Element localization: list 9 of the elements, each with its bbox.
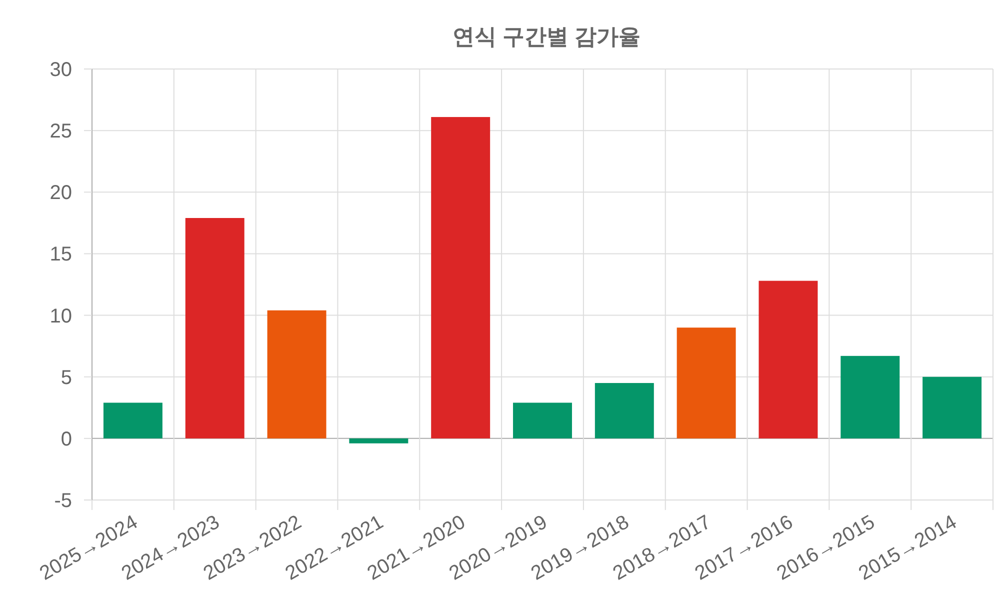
y-tick-label: 30	[50, 59, 72, 81]
y-tick-label: -5	[54, 490, 72, 512]
y-tick-label: 15	[50, 244, 72, 266]
y-tick-label: 25	[50, 120, 72, 143]
y-tick-label: 20	[50, 182, 72, 204]
y-tick-label: 0	[60, 428, 72, 450]
y-tick-label: 5	[60, 366, 72, 389]
y-tick-label: 10	[50, 305, 72, 328]
chart-title: 연식 구간별 감가율	[452, 24, 641, 49]
